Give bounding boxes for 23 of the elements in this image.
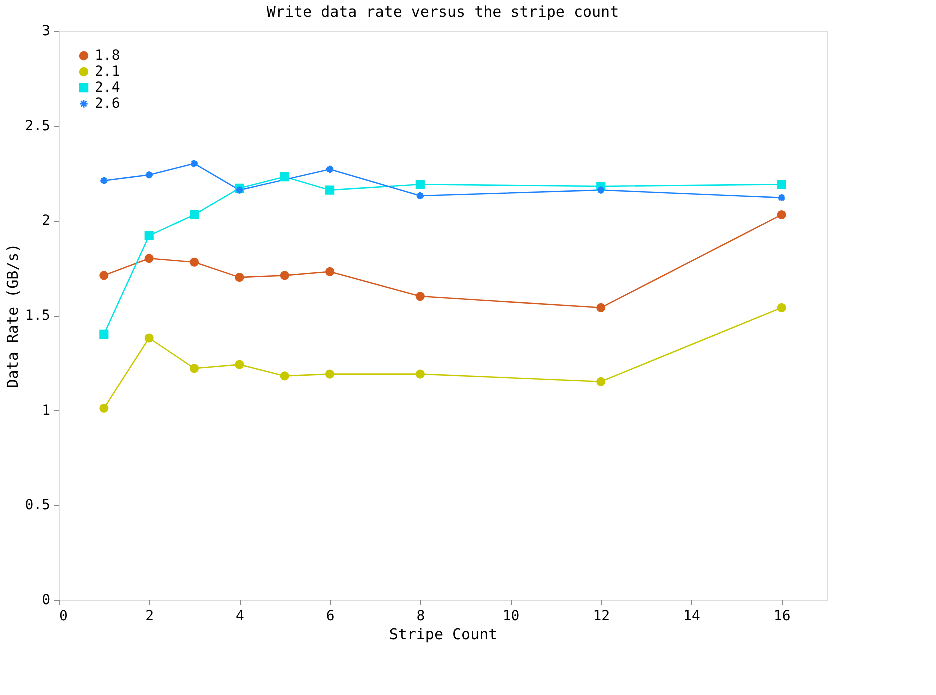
legend-label: 1.8 — [95, 48, 120, 64]
x-tick-label: 6 — [326, 608, 335, 624]
y-tick-label: 2.5 — [25, 118, 50, 134]
y-tick-label: 0.5 — [25, 498, 50, 514]
x-tick-label: 4 — [236, 608, 244, 624]
y-tick-label: 0 — [42, 592, 50, 608]
x-tick-label: 16 — [774, 608, 791, 624]
x-tick-label: 10 — [502, 608, 520, 624]
y-tick-label: 1 — [42, 402, 50, 419]
x-tick-label: 14 — [684, 608, 700, 624]
chart-title: Write data rate versus the stripe count — [266, 3, 620, 21]
legend-label: 2.4 — [95, 80, 120, 96]
x-tick-label: 0 — [60, 608, 68, 624]
legend-label: 2.1 — [95, 64, 120, 80]
x-tick-label: 8 — [416, 608, 426, 624]
y-tick-label: 2 — [42, 213, 50, 230]
legend-label: 2.6 — [95, 96, 120, 112]
x-tick-label: 2 — [146, 608, 154, 624]
x-tick-label: 12 — [593, 608, 610, 624]
x-axis-title: Stripe Count — [389, 626, 498, 644]
y-tick-label: 3 — [42, 24, 50, 40]
y-axis-title: Data Rate (GB/s) — [4, 244, 22, 388]
y-tick-label: 1.5 — [25, 308, 50, 324]
